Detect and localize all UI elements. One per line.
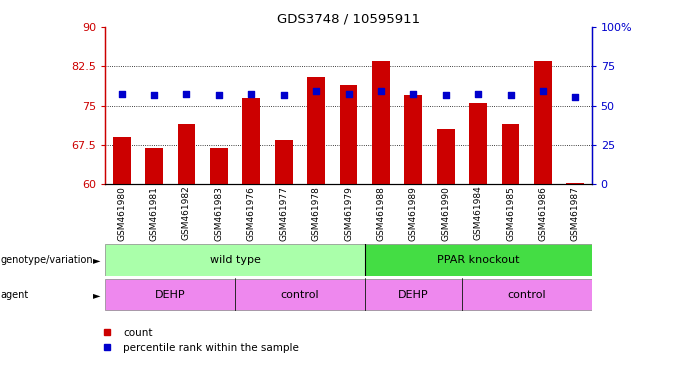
Text: ►: ► [93, 290, 101, 300]
Bar [105, 279, 235, 310]
Bar [405, 95, 422, 184]
Point [246, 91, 257, 97]
Bar [210, 147, 228, 184]
Point [311, 88, 322, 94]
Bar [145, 147, 163, 184]
Bar [235, 279, 364, 310]
Text: control: control [281, 290, 319, 300]
Point [116, 91, 127, 97]
Bar [307, 77, 325, 184]
Point [148, 92, 159, 98]
Text: DEHP: DEHP [398, 290, 428, 300]
Text: agent: agent [1, 290, 29, 300]
Text: control: control [507, 290, 546, 300]
Bar [437, 129, 455, 184]
Bar [469, 103, 487, 184]
Bar [462, 279, 592, 310]
Bar [242, 98, 260, 184]
Text: ►: ► [93, 255, 101, 265]
Point [375, 88, 386, 94]
Bar [339, 84, 358, 184]
Bar [534, 61, 552, 184]
Point [537, 88, 548, 94]
Bar [502, 124, 520, 184]
Bar [275, 140, 292, 184]
Point [214, 92, 224, 98]
Point [343, 91, 354, 97]
Bar [566, 183, 584, 184]
Text: genotype/variation: genotype/variation [1, 255, 93, 265]
Point [570, 94, 581, 100]
Point [408, 91, 419, 97]
Point [441, 92, 452, 98]
Legend: count, percentile rank within the sample: count, percentile rank within the sample [97, 328, 299, 353]
Point [505, 91, 516, 98]
Bar [105, 245, 364, 276]
Point [181, 91, 192, 97]
Bar [372, 61, 390, 184]
Text: wild type: wild type [209, 255, 260, 265]
Text: PPAR knockout: PPAR knockout [437, 255, 520, 265]
Point [473, 91, 483, 97]
Title: GDS3748 / 10595911: GDS3748 / 10595911 [277, 13, 420, 26]
Point [278, 92, 289, 98]
Bar [113, 137, 131, 184]
Bar [177, 124, 195, 184]
Text: DEHP: DEHP [155, 290, 186, 300]
Bar [364, 279, 462, 310]
Bar [364, 245, 592, 276]
